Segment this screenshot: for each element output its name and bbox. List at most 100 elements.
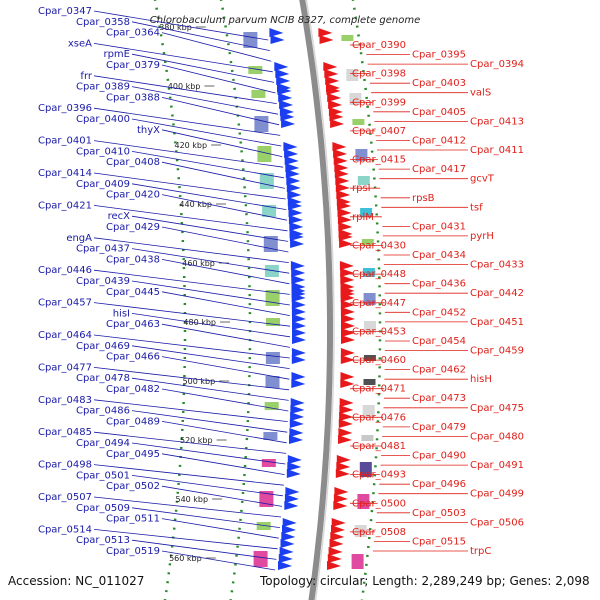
right-gene-label: Cpar_0394 — [470, 59, 524, 70]
right-gene-label: Cpar_0436 — [412, 279, 466, 290]
left-gene-label: Cpar_0519 — [106, 546, 160, 557]
cog-block — [248, 66, 263, 74]
cog-block — [266, 318, 280, 326]
left-label-leader — [131, 86, 279, 115]
left-label-leader — [161, 259, 290, 285]
forward-gene-arrow — [288, 208, 303, 217]
forward-gene-arrow — [288, 201, 303, 210]
cog-block — [262, 205, 277, 217]
right-gene-label: Cpar_0452 — [412, 307, 466, 318]
right-gene-label: rplM — [352, 212, 374, 223]
forward-gene-arrow — [280, 112, 295, 121]
scale-tick-label: 380 kbp — [159, 23, 192, 32]
forward-gene-arrow — [291, 286, 306, 295]
right-gene-label: gcvT — [470, 174, 495, 185]
reverse-gene-arrow — [340, 286, 355, 295]
reverse-gene-arrow — [336, 462, 351, 471]
left-label-leader — [93, 140, 284, 168]
reverse-gene-arrow — [323, 62, 338, 71]
forward-gene-arrow — [292, 321, 306, 330]
forward-gene-arrow — [278, 554, 293, 563]
left-gene-label: Cpar_0347 — [38, 6, 92, 17]
left-label-leader — [161, 291, 290, 316]
left-label-leader — [93, 237, 289, 263]
forward-gene-arrow — [287, 455, 302, 464]
forward-gene-arrow — [281, 119, 296, 128]
left-label-leader — [161, 453, 285, 475]
right-gene-label: Cpar_0407 — [352, 126, 406, 137]
left-label-leader — [131, 53, 275, 83]
left-gene-label: hisI — [113, 308, 130, 319]
left-gene-label: Cpar_0388 — [106, 92, 160, 103]
right-gene-label: Cpar_0493 — [352, 470, 406, 481]
left-label-leader — [93, 464, 284, 486]
reverse-gene-arrow — [341, 314, 355, 323]
right-gene-label: Cpar_0447 — [352, 298, 406, 309]
reverse-gene-arrow — [340, 307, 355, 316]
forward-gene-arrow — [279, 100, 294, 109]
forward-gene-arrow — [290, 398, 305, 407]
scale-tick-label: 560 kbp — [169, 554, 202, 563]
forward-gene-arrow — [286, 469, 301, 478]
reverse-gene-arrow — [332, 142, 347, 151]
right-gene-label: Cpar_0448 — [352, 269, 406, 280]
right-gene-label: Cpar_0479 — [412, 422, 466, 433]
forward-gene-arrow — [291, 372, 306, 381]
cog-block — [357, 176, 370, 185]
map-title: Chlorobaculum parvum NCIB 8327, complete… — [150, 15, 421, 26]
right-gene-label: Cpar_0515 — [412, 537, 466, 548]
right-gene-label: hisH — [470, 374, 492, 385]
right-gene-label: Cpar_0480 — [470, 431, 524, 442]
cog-block — [253, 551, 268, 567]
left-gene-label: Cpar_0429 — [106, 222, 160, 233]
reverse-gene-arrow — [328, 100, 343, 109]
right-gene-label: Cpar_0503 — [412, 508, 466, 519]
reverse-gene-arrow — [327, 554, 342, 563]
reverse-gene-arrow — [338, 428, 353, 437]
right-gene-label: trpC — [470, 546, 491, 557]
reverse-gene-arrow — [331, 525, 345, 534]
left-gene-label: engA — [66, 233, 92, 244]
left-label-leader — [131, 313, 291, 338]
right-gene-label: Cpar_0481 — [352, 441, 406, 452]
forward-gene-arrow — [289, 419, 304, 428]
cog-block — [360, 208, 373, 217]
reverse-gene-arrow — [338, 232, 353, 241]
reverse-gene-arrow — [338, 435, 352, 444]
left-gene-label: Cpar_0486 — [76, 406, 130, 417]
left-gene-label: rpmE — [103, 49, 130, 60]
left-label-leader — [93, 367, 290, 391]
left-gene-label: Cpar_0358 — [76, 17, 130, 28]
cog-block — [265, 376, 280, 388]
reverse-gene-arrow — [340, 372, 355, 381]
left-label-leader — [131, 248, 290, 274]
scale-tick-label: 440 kbp — [179, 200, 212, 209]
left-gene-label: recX — [108, 211, 131, 222]
left-label-leader — [131, 507, 280, 528]
cog-block — [251, 90, 266, 98]
left-gene-label: Cpar_0464 — [38, 330, 92, 341]
right-gene-label: Cpar_0490 — [412, 451, 466, 462]
reverse-gene-arrow — [341, 321, 355, 330]
left-gene-label: Cpar_0410 — [76, 146, 130, 157]
genome-backbone-ring — [299, 0, 333, 600]
reverse-gene-arrow — [329, 539, 344, 548]
forward-gene-arrow — [269, 28, 284, 37]
left-gene-label: Cpar_0364 — [106, 28, 160, 39]
forward-gene-arrow — [291, 348, 306, 357]
reverse-gene-arrow — [333, 149, 348, 158]
forward-gene-arrow — [282, 525, 296, 534]
reverse-gene-arrow — [339, 398, 354, 407]
right-gene-label: Cpar_0460 — [352, 355, 406, 366]
forward-gene-arrow — [289, 435, 303, 444]
left-label-leader — [93, 205, 288, 232]
left-gene-label: Cpar_0482 — [106, 384, 160, 395]
forward-gene-arrow — [285, 163, 300, 172]
cog-block — [341, 35, 354, 41]
forward-gene-arrow — [284, 501, 299, 510]
right-gene-label: Cpar_0415 — [352, 155, 406, 166]
left-label-leader — [93, 302, 291, 327]
reverse-gene-arrow — [337, 215, 352, 224]
right-gene-label: Cpar_0430 — [352, 241, 406, 252]
left-label-leader — [131, 215, 289, 242]
